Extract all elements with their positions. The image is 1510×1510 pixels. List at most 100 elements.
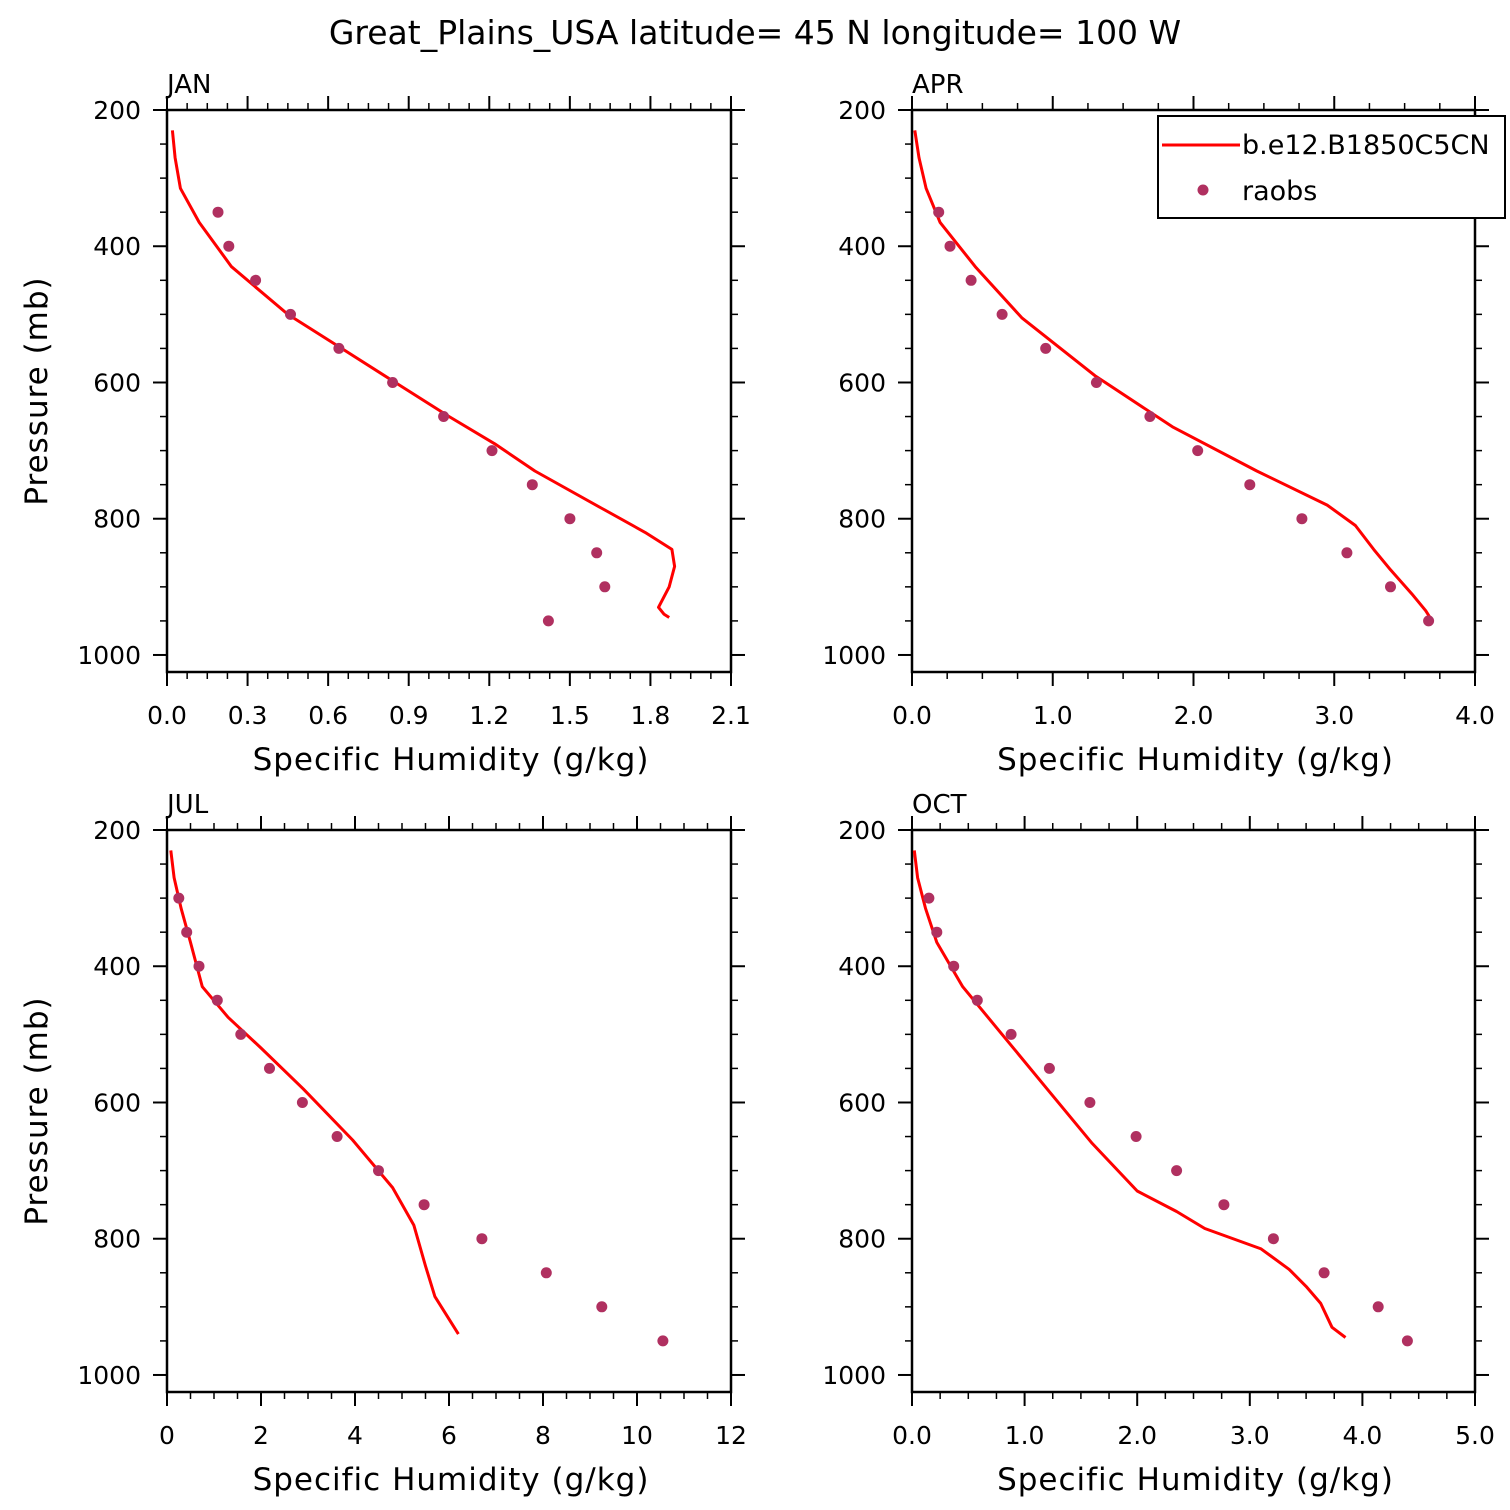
x-tick-label: 1.0 [1005,1421,1045,1450]
y-tick-label: 800 [93,1225,141,1254]
raobs-point [235,1028,247,1040]
raobs-point [1423,615,1435,627]
raobs-point [1244,479,1256,491]
x-tick-label: 1.8 [631,701,671,730]
panel-label: APR [912,70,964,100]
raobs-point [212,206,224,218]
x-tick-label: 0.6 [308,701,348,730]
raobs-point [526,479,538,491]
y-tick-label: 400 [838,952,886,981]
x-axis-label: Specific Humidity (g/kg) [253,742,650,778]
raobs-point [931,926,943,938]
raobs-point [965,274,977,286]
x-tick-label: 8 [535,1421,551,1450]
raobs-point [1218,1199,1230,1211]
raobs-point [657,1335,669,1347]
figure-title: Great_Plains_USA latitude= 45 N longitud… [329,13,1181,52]
raobs-point [250,274,262,286]
x-tick-label: 4 [347,1421,363,1450]
raobs-point [333,342,345,354]
y-tick-label: 200 [93,816,141,845]
y-tick-label: 200 [93,96,141,125]
x-tick-label: 3.0 [1230,1421,1270,1450]
raobs-point [564,513,576,525]
y-tick-label: 800 [93,505,141,534]
panel-label: OCT [912,790,967,820]
raobs-point [542,615,554,627]
x-axis-label: Specific Humidity (g/kg) [997,1462,1394,1498]
raobs-point [596,1301,608,1313]
raobs-point [438,411,450,422]
legend: b.e12.B1850C5CN raobs [1157,115,1506,219]
y-tick-label: 400 [838,232,886,261]
x-tick-label: 2.0 [1117,1421,1157,1450]
legend-model-label: b.e12.B1850C5CN [1242,130,1490,161]
raobs-point [1084,1097,1096,1108]
x-axis-label: Specific Humidity (g/kg) [997,742,1394,778]
panel-jul: JUL 0 2 4 6 8 10 12 200 400 600 800 1000 Specific Hum… [19,790,747,1498]
raobs-point [181,926,193,938]
y-tick-label: 800 [838,505,886,534]
raobs-point [944,240,956,252]
x-tick-label: 3.0 [1314,701,1354,730]
y-axis-label: Pressure (mb) [19,276,55,505]
raobs-point [1385,581,1396,593]
model-profile-line [169,850,460,1335]
panel-jan: JAN 0.0 0.3 0.6 0.9 1.2 1.5 1.8 2.1 200 400 600 800 1… [19,70,751,778]
raobs-point [1043,1062,1055,1074]
raobs-point [418,1199,430,1211]
legend-raobs-marker-icon [1197,184,1209,196]
panel-apr: APR 0.0 1.0 2.0 3.0 4.0 200 400 600 800 1000 Specif… [822,70,1495,778]
y-tick-label: 600 [838,1088,886,1117]
x-tick-label: 2.0 [1174,701,1214,730]
raobs-point [1267,1233,1279,1245]
x-tick-label: 0.0 [892,1421,932,1450]
y-tick-label: 200 [838,96,886,125]
y-tick-label: 600 [838,368,886,397]
y-tick-label: 400 [93,232,141,261]
raobs-point [1130,1131,1142,1142]
raobs-point [1192,445,1204,457]
raobs-point [173,892,185,904]
raobs-point [1372,1301,1384,1313]
x-tick-label: 6 [441,1421,457,1450]
raobs-point [193,960,205,972]
raobs-point [223,240,235,252]
x-tick-label: 4.0 [1455,701,1495,730]
model-profile-line [913,130,1432,619]
legend-raobs-label: raobs [1242,176,1317,207]
y-axis-label: Pressure (mb) [19,996,55,1225]
panel-label: JUL [165,790,209,820]
raobs-point [373,1165,384,1177]
y-tick-label: 400 [93,952,141,981]
y-tick-label: 1000 [822,1361,886,1390]
raobs-point [476,1233,488,1245]
raobs-point [948,960,960,972]
panel-oct: OCT 0.0 1.0 2.0 3.0 4.0 5.0 200 400 600 800 1000 Spe… [822,790,1495,1498]
raobs-point [1341,547,1353,559]
x-tick-label: 4.0 [1343,1421,1383,1450]
panel-label: JAN [165,70,211,100]
x-tick-label: 1.5 [550,701,590,730]
raobs-point [923,892,935,904]
raobs-point [1040,342,1052,354]
x-tick-label: 0 [159,1421,175,1450]
raobs-point [540,1267,552,1279]
x-tick-label: 5.0 [1455,1421,1495,1450]
raobs-point [1171,1165,1183,1177]
raobs-point [996,308,1008,320]
x-tick-label: 2.1 [711,701,751,730]
x-tick-label: 0.9 [389,701,429,730]
legend-box [1157,115,1506,219]
y-tick-label: 1000 [77,641,141,670]
x-tick-label: 2 [253,1421,269,1450]
x-tick-label: 0.3 [228,701,268,730]
raobs-point [591,547,603,559]
raobs-point [933,206,945,218]
y-tick-label: 1000 [822,641,886,670]
y-tick-label: 800 [838,1225,886,1254]
x-axis-label: Specific Humidity (g/kg) [253,1462,650,1498]
raobs-point [486,445,498,457]
